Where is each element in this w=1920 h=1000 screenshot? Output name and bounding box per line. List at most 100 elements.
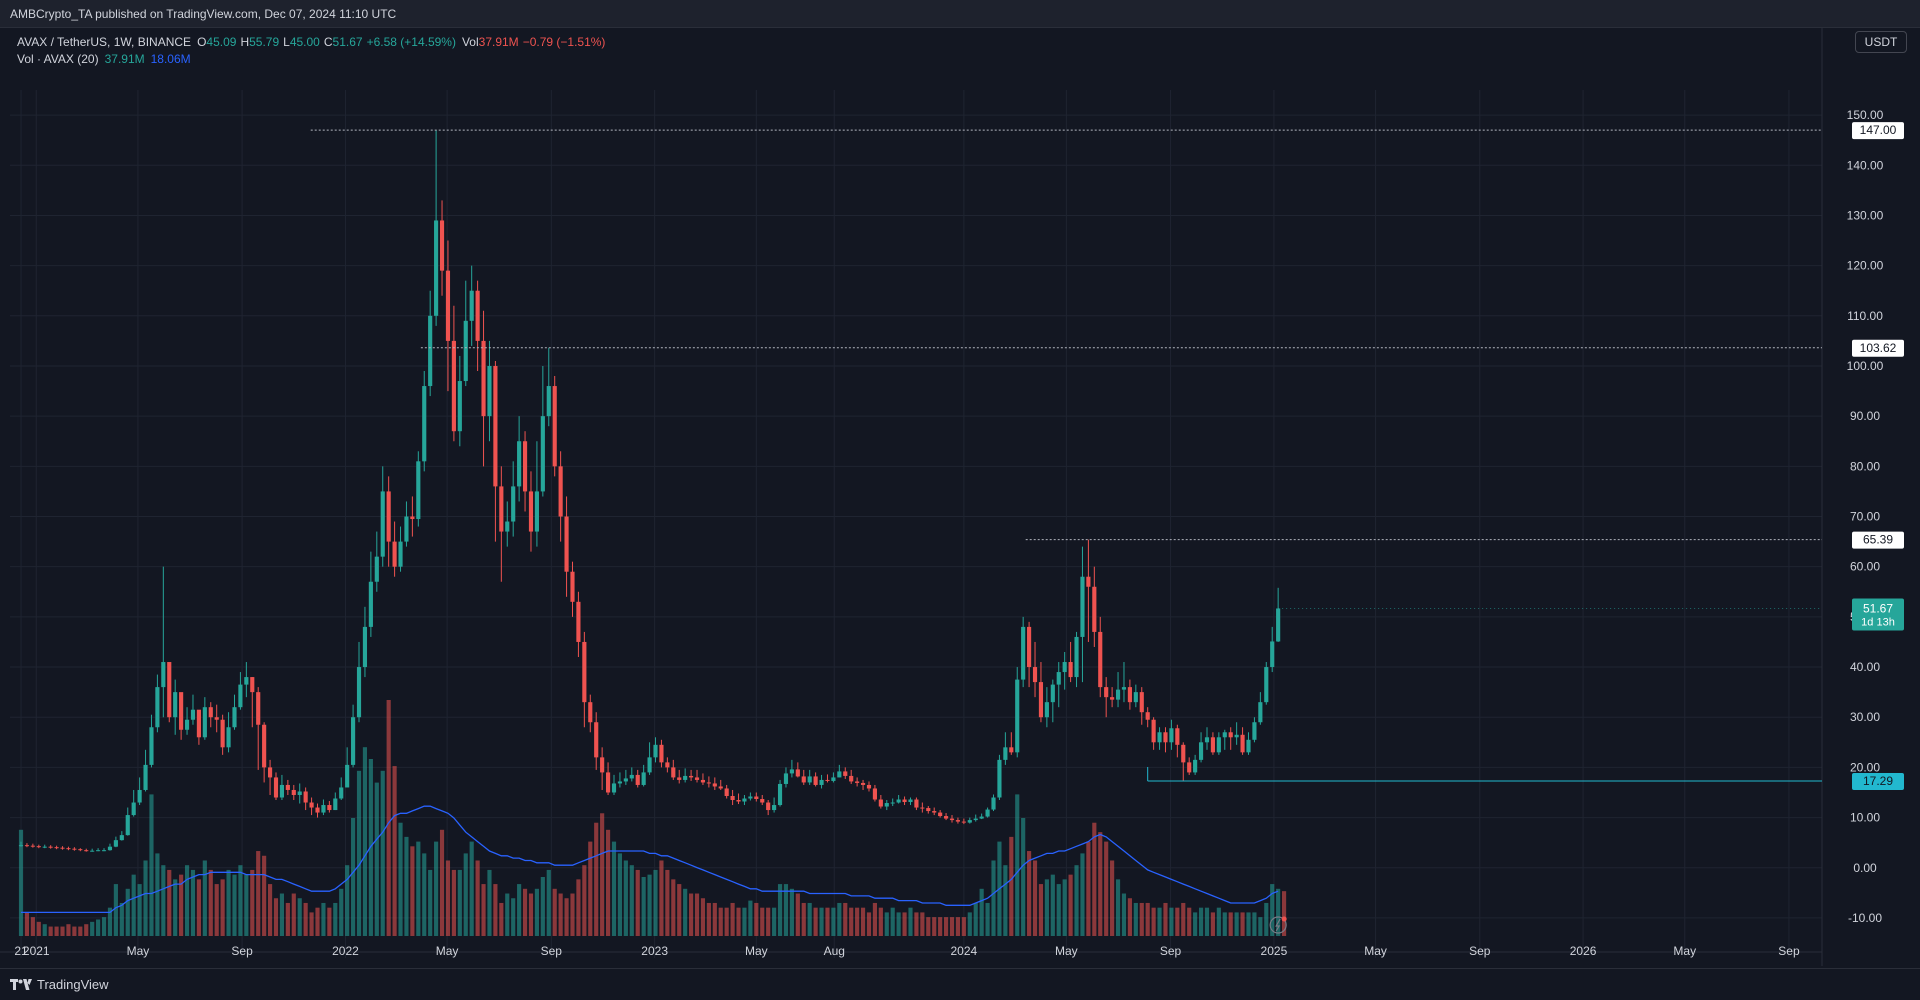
candle-body: [1216, 737, 1221, 753]
volume-bar: [1240, 912, 1245, 936]
volume-bar: [1169, 907, 1174, 936]
candle-body: [42, 846, 47, 848]
candle-body: [1270, 641, 1275, 668]
candle-body: [570, 571, 575, 602]
candle-body: [534, 491, 539, 532]
volume-bar: [250, 869, 255, 936]
y-tick-label: 90.00: [1850, 409, 1880, 423]
legend-volume-indicator[interactable]: Vol · AVAX (20): [17, 52, 99, 66]
candle-body: [594, 722, 599, 758]
volume-bar: [161, 865, 166, 936]
volume-bar: [214, 884, 219, 936]
candle-body: [279, 784, 285, 798]
candle-body: [1204, 737, 1210, 743]
volume-bar: [665, 869, 670, 936]
candle-body: [84, 850, 89, 852]
legend-low-value: 45.00: [289, 35, 320, 49]
candle-body: [860, 782, 866, 785]
candle-body: [588, 702, 593, 723]
candle-body: [392, 541, 397, 567]
candle-body: [72, 848, 77, 850]
level-label-bg: [1852, 531, 1904, 549]
candle-body: [1009, 747, 1014, 753]
candle-body: [730, 795, 735, 801]
candle-body: [605, 772, 611, 793]
candle-body: [179, 692, 184, 730]
volume-bar: [499, 902, 504, 936]
tradingview-logo[interactable]: TradingView: [10, 977, 109, 992]
volume-bar: [594, 822, 599, 936]
candle-body: [422, 386, 427, 462]
volume-bar: [1050, 874, 1055, 936]
legend-symbol[interactable]: AVAX / TetherUS, 1W, BINANCE: [17, 35, 192, 49]
volume-bar: [926, 917, 931, 936]
volume-bar: [1086, 841, 1091, 936]
volume-bar: [190, 869, 196, 936]
candle-body: [1068, 662, 1073, 678]
candle-body: [718, 786, 723, 789]
volume-bar: [339, 888, 344, 936]
legend-low-key: L: [283, 35, 290, 49]
volume-bar: [576, 879, 581, 936]
candle-body: [1234, 734, 1239, 738]
volume-bar: [1021, 818, 1026, 936]
volume-bar: [1175, 907, 1180, 936]
volume-bar: [315, 907, 320, 936]
volume-bar: [979, 888, 984, 936]
candle-body: [967, 820, 972, 823]
volume-bar: [1193, 912, 1198, 936]
candle-body: [635, 774, 640, 785]
y-tick-label: 80.00: [1850, 459, 1880, 473]
volume-bar: [196, 879, 201, 936]
volume-bar: [872, 902, 877, 936]
volume-bar: [754, 902, 759, 936]
candle-body: [683, 775, 688, 780]
volume-bar: [54, 926, 59, 936]
currency-button[interactable]: USDT: [1855, 31, 1907, 53]
candle-body: [78, 849, 83, 851]
volume-bar: [528, 893, 534, 936]
candle-body: [760, 799, 765, 803]
volume-bar: [1074, 865, 1079, 936]
candle-body: [351, 717, 356, 765]
candle-body: [457, 381, 462, 432]
volume-bar: [849, 907, 854, 936]
legend-vol-change: −0.79 (−1.51%): [522, 35, 606, 49]
candle-body: [932, 811, 937, 813]
candle-body: [451, 340, 456, 432]
volume-bar: [760, 907, 765, 936]
candle-body: [694, 777, 700, 780]
y-tick-label: 60.00: [1850, 560, 1880, 574]
volume-bar: [238, 865, 243, 936]
candle-body: [985, 809, 990, 817]
volume-bar: [611, 841, 617, 936]
candle-body: [641, 772, 646, 785]
volume-bar: [967, 912, 972, 936]
legend-volume-ma-value: 18.06M: [150, 52, 191, 66]
candle-body: [629, 774, 634, 779]
volume-bar: [920, 912, 925, 936]
candle-body: [345, 764, 350, 788]
candle-body: [291, 789, 296, 795]
candle-body: [742, 798, 747, 802]
volume-bar: [1056, 884, 1061, 936]
candle-body: [1115, 689, 1121, 700]
candle-body: [1187, 762, 1192, 773]
volume-bar: [540, 877, 545, 936]
y-tick-label: 150.00: [1847, 108, 1884, 122]
volume-bar: [481, 884, 486, 936]
volume-bar: [736, 907, 741, 936]
candle-body: [107, 846, 113, 851]
price-chart[interactable]: 150.00 140.00 130.00 120.00 110.00 100.00 90.0…: [0, 28, 1920, 968]
tradingview-brand-text: TradingView: [37, 977, 109, 992]
volume-bar: [60, 926, 65, 936]
x-tick-label: 2025: [1261, 944, 1288, 958]
candle-body: [469, 290, 474, 321]
volume-bar: [1133, 902, 1138, 936]
candle-body: [748, 796, 753, 799]
candle-body: [789, 769, 794, 774]
volume-bar: [457, 869, 462, 936]
candle-body: [362, 626, 368, 668]
level-label-bg: [1852, 772, 1904, 790]
volume-bar: [1015, 794, 1020, 936]
